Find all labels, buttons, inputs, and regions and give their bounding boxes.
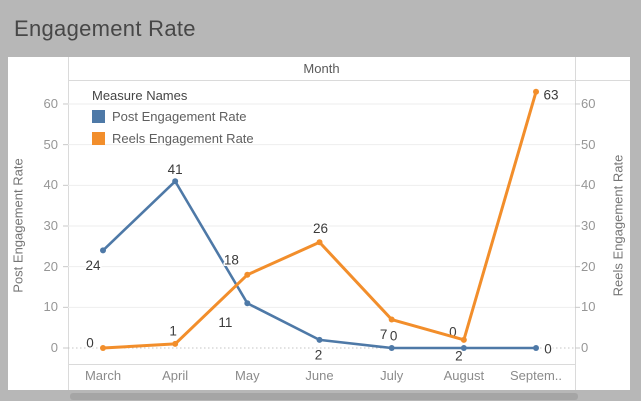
data-label: 0: [390, 329, 398, 344]
left-tick-label: 20: [43, 258, 58, 274]
left-tick-label: 0: [50, 340, 58, 355]
legend-item-reels[interactable]: Reels Engagement Rate: [92, 131, 254, 146]
right-tick-label: 10: [581, 299, 596, 315]
data-point[interactable]: [533, 345, 540, 351]
x-axis-line: [68, 364, 575, 365]
data-label: 18: [224, 252, 239, 267]
data-label: 63: [544, 87, 559, 102]
data-point[interactable]: [244, 271, 251, 278]
data-point[interactable]: [460, 345, 467, 351]
horizontal-scrollbar[interactable]: [8, 392, 630, 401]
left-tick-label: 30: [43, 217, 58, 233]
legend: Measure Names Post Engagement Rate Reels…: [92, 88, 254, 153]
data-point[interactable]: [100, 247, 106, 254]
left-tick-label: 50: [43, 136, 58, 152]
data-label: 24: [85, 258, 101, 273]
left-tick-label: 60: [43, 95, 58, 111]
plot-right-border: [575, 57, 576, 390]
legend-item-post[interactable]: Post Engagement Rate: [92, 109, 254, 124]
data-label: 2: [455, 348, 463, 363]
data-point[interactable]: [460, 336, 467, 343]
data-label: 2: [315, 347, 323, 362]
data-label: 26: [313, 221, 328, 236]
data-point[interactable]: [316, 336, 323, 343]
post-series-swatch-icon: [92, 110, 105, 123]
dashboard-title: Engagement Rate: [14, 16, 196, 41]
data-label: 41: [168, 162, 183, 177]
x-axis-label-september[interactable]: Septem..: [510, 368, 563, 383]
data-point[interactable]: [388, 316, 395, 323]
data-label: 7: [380, 327, 388, 342]
x-axis-label-march[interactable]: March: [84, 368, 122, 383]
x-axis-label-june[interactable]: June: [305, 368, 334, 383]
left-tick-label: 10: [43, 299, 58, 315]
right-tick-label: 20: [581, 258, 596, 274]
right-tick-label: 0: [581, 340, 589, 355]
data-point[interactable]: [172, 178, 179, 185]
data-label: 1: [169, 323, 177, 338]
x-axis-label-august[interactable]: August: [443, 368, 485, 383]
data-label: 0: [86, 336, 94, 351]
legend-item-label: Post Engagement Rate: [112, 109, 247, 124]
x-axis-label-july[interactable]: July: [380, 368, 404, 383]
data-point[interactable]: [100, 345, 106, 351]
column-header-month: Month: [303, 61, 340, 76]
right-tick-label: 50: [581, 136, 596, 152]
data-point[interactable]: [244, 300, 251, 307]
header-bottom-border: [68, 80, 630, 81]
legend-title: Measure Names: [92, 88, 188, 103]
data-label: 0: [544, 342, 552, 357]
data-label: 11: [218, 315, 232, 330]
left-tick-label: 40: [43, 177, 58, 193]
reels-series-swatch-icon: [92, 132, 105, 145]
right-tick-label: 40: [581, 177, 596, 193]
series-line-post[interactable]: [101, 179, 538, 350]
chart-panel: [8, 57, 630, 390]
plot-left-border: [68, 57, 69, 390]
data-point[interactable]: [316, 239, 323, 246]
data-label: 0: [449, 325, 457, 340]
scrollbar-thumb[interactable]: [70, 393, 578, 400]
right-tick-label: 60: [581, 95, 596, 111]
right-tick-label: 30: [581, 217, 596, 233]
data-point[interactable]: [388, 345, 395, 351]
data-point[interactable]: [533, 88, 540, 95]
data-point[interactable]: [172, 340, 179, 347]
x-axis-label-may[interactable]: May: [235, 368, 260, 383]
x-axis-label-april[interactable]: April: [162, 368, 189, 383]
legend-item-label: Reels Engagement Rate: [112, 131, 254, 146]
